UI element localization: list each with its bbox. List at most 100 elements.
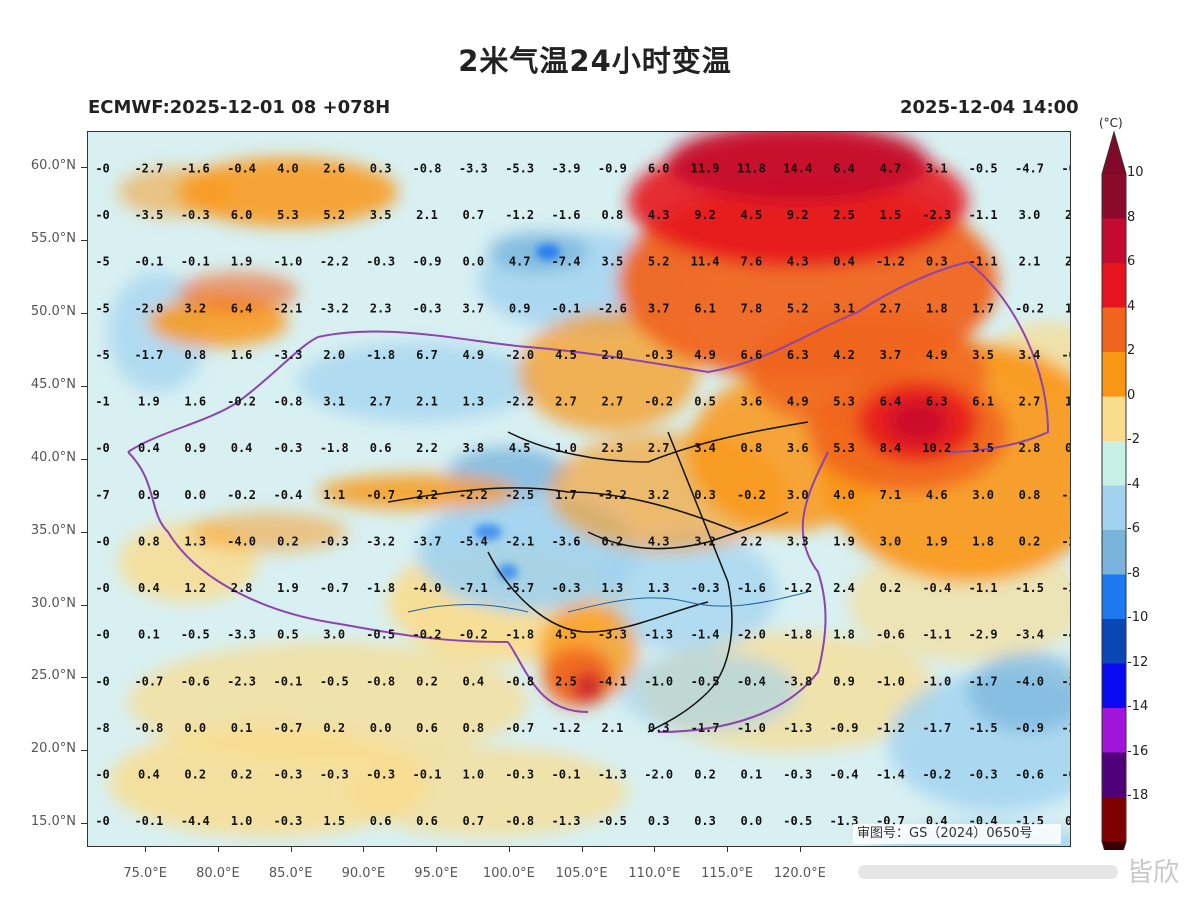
latitude-label: 25.0°N <box>30 668 76 684</box>
colorbar-segment <box>1102 307 1126 353</box>
grid-value: 3.5 <box>972 441 994 455</box>
grid-value: -2.0 <box>505 348 534 362</box>
grid-value: -0.6 <box>181 674 210 688</box>
longitude-label: 115.0°E <box>701 866 754 881</box>
grid-value: 0.8 <box>1019 488 1041 502</box>
grid-value: 4.9 <box>926 348 948 362</box>
longitude-tick <box>581 846 583 852</box>
grid-value: -1.2 <box>876 255 905 269</box>
grid-value: 1.9 <box>138 395 160 409</box>
grid-value: -3.3 <box>273 348 302 362</box>
grid-value: -0.2 <box>1015 301 1044 315</box>
grid-value: 4.9 <box>787 395 809 409</box>
grid-value: 0.8 <box>741 441 763 455</box>
grid-value: 3.0 <box>880 534 902 548</box>
grid-value: -0.3 <box>320 534 349 548</box>
grid-value: -0 <box>95 628 109 642</box>
grid-value: 3.0 <box>787 488 809 502</box>
boundaries <box>127 260 1050 733</box>
grid-value: -3.5 <box>134 208 163 222</box>
grid-value: -0.7 <box>273 721 302 735</box>
grid-value: 1.6 <box>1065 395 1070 409</box>
grid-value: -0.5 <box>320 674 349 688</box>
grid-value: -0.3 <box>181 208 210 222</box>
colorbar-label: 2 <box>1127 343 1136 358</box>
longitude-label: 75.0°E <box>123 866 168 881</box>
grid-value: -0.6 <box>1015 768 1044 782</box>
grid-value: -1.0 <box>644 674 673 688</box>
grid-value: 3.7 <box>880 348 902 362</box>
grid-value: 4.7 <box>880 161 902 175</box>
grid-value: 0.5 <box>277 628 299 642</box>
grid-value: 0.8 <box>602 208 624 222</box>
grid-value: -0 <box>95 208 109 222</box>
grid-value: -2.2 <box>459 488 488 502</box>
grid-value: -1.0 <box>922 674 951 688</box>
grid-value: -0.7 <box>366 488 395 502</box>
grid-value: -1.4 <box>691 628 720 642</box>
grid-value: -0.9 <box>598 161 627 175</box>
latitude-label: 45.0°N <box>30 377 76 392</box>
grid-value: 3.5 <box>370 208 392 222</box>
grid-value: 6.4 <box>231 301 253 315</box>
grid-value: -0.8 <box>366 674 395 688</box>
grid-value: 3.5 <box>602 255 624 269</box>
grid-value: -0 <box>95 441 109 455</box>
grid-value: 0.8 <box>184 348 206 362</box>
colorbar-label: 8 <box>1127 209 1136 225</box>
grid-value: 4.5 <box>555 628 577 642</box>
grid-value: 2.7 <box>880 301 902 315</box>
colorbar-segment <box>1102 352 1126 397</box>
grid-value: 0.1 <box>1065 814 1070 828</box>
grid-value: -2.2 <box>505 395 534 409</box>
grid-value: 2.5 <box>833 208 855 222</box>
grid-value: 0.0 <box>741 814 763 828</box>
grid-value: 1.8 <box>972 534 994 548</box>
colorbar-segment <box>1102 663 1126 709</box>
longitude-label: 95.0°E <box>414 866 458 881</box>
grid-value: 6.0 <box>648 161 670 175</box>
grid-value: 4.2 <box>833 348 855 362</box>
grid-value: -2.7 <box>134 161 163 175</box>
grid-value: -0.3 <box>691 581 720 595</box>
grid-value: -0 <box>95 768 109 782</box>
grid-value: 2.5 <box>555 674 577 688</box>
grid-value: 0.1 <box>741 768 763 782</box>
colorbar-segment <box>1102 218 1126 264</box>
grid-value: -0.3 <box>366 768 395 782</box>
grid-value: 3.3 <box>787 534 809 548</box>
grid-value: 4.5 <box>555 348 577 362</box>
grid-value: -0.7 <box>505 721 534 735</box>
grid-value: 0.5 <box>694 395 716 409</box>
colorbar-label: -4 <box>1127 476 1140 492</box>
grid-value: -0.2 <box>413 628 442 642</box>
grid-value: -7 <box>95 488 109 502</box>
colorbar-segment <box>1102 708 1126 753</box>
longitude-label: 90.0°E <box>341 866 386 881</box>
colorbar-label: 4 <box>1127 298 1136 314</box>
grid-value: -8 <box>95 721 109 735</box>
grid-value: 3.2 <box>694 534 716 548</box>
grid-value: -0 <box>95 674 109 688</box>
colorbar-label: -2 <box>1127 432 1140 447</box>
grid-value: -2.0 <box>134 301 163 315</box>
grid-value: -2.1 <box>505 534 534 548</box>
grid-value: 0.4 <box>138 441 160 455</box>
grid-value: 3.2 <box>184 301 206 315</box>
colorbar-label: 10 <box>1127 165 1144 180</box>
grid-value: -0 <box>95 534 109 548</box>
grid-value: 4.9 <box>694 348 716 362</box>
grid-value: -0 <box>95 814 109 828</box>
grid-value: 1.8 <box>833 628 855 642</box>
grid-value: -1.2 <box>783 581 812 595</box>
grid-value: -4.0 <box>227 534 256 548</box>
grid-value: -2.5 <box>505 488 534 502</box>
grid-value: 0.6 <box>370 441 392 455</box>
colorbar-segment <box>1102 263 1126 308</box>
grid-value: -0.4 <box>830 768 859 782</box>
grid-value: 0.0 <box>184 488 206 502</box>
grid-value: 2.3 <box>370 301 392 315</box>
grid-value: -0.4 <box>227 161 256 175</box>
grid-value: -0.3 <box>969 768 998 782</box>
grid-value: 3.4 <box>694 441 716 455</box>
